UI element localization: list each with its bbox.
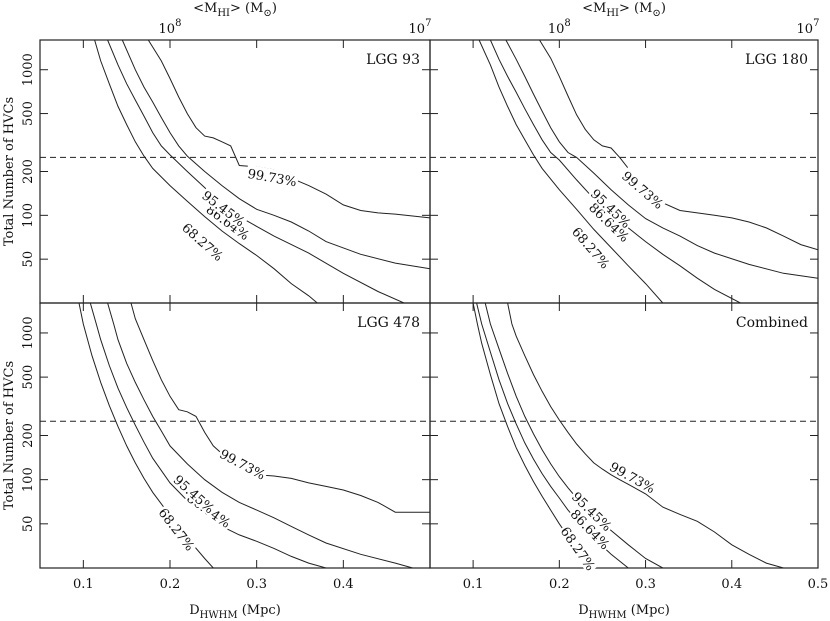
top-tick-label: 107 bbox=[797, 18, 820, 37]
contour-label-bg bbox=[245, 164, 300, 189]
top-tick-label: 107 bbox=[409, 18, 432, 37]
top-axis-label: <MHI> (M⊙) bbox=[193, 1, 277, 19]
contour-label-bg bbox=[587, 184, 636, 232]
contour-line-8664 bbox=[89, 303, 327, 568]
x-tick-label: 0.2 bbox=[549, 577, 570, 592]
panel-title: LGG 93 bbox=[366, 52, 420, 68]
contour-label-bg bbox=[567, 504, 615, 553]
y-axis-label: Total Number of HVCs bbox=[2, 361, 17, 510]
y-tick-label: 500 bbox=[21, 365, 36, 390]
top-tick-label: 108 bbox=[548, 18, 571, 37]
y-tick-label: 50 bbox=[21, 251, 36, 268]
y-tick-label: 100 bbox=[21, 203, 36, 228]
contour-label-bg bbox=[569, 222, 615, 272]
x-tick-label: 0.4 bbox=[333, 577, 354, 592]
contour-label-bg bbox=[585, 198, 634, 246]
contour-label: 99.73% bbox=[246, 167, 297, 190]
contour-label-bg bbox=[606, 457, 660, 496]
y-tick-label: 1000 bbox=[21, 53, 36, 86]
contour-label-bg bbox=[618, 166, 668, 212]
x-tick-label: 0.1 bbox=[73, 577, 94, 592]
top-tick-label: 108 bbox=[159, 18, 182, 37]
contour-label-bg bbox=[178, 218, 228, 265]
y-tick-label: 50 bbox=[21, 516, 36, 533]
contour-line-6827 bbox=[78, 303, 214, 568]
contour-line-6827 bbox=[472, 303, 595, 568]
contour-label-bg bbox=[568, 487, 617, 535]
panel-title: LGG 180 bbox=[745, 52, 808, 68]
y-tick-label: 200 bbox=[21, 423, 36, 448]
panel-frame bbox=[429, 39, 819, 304]
y-tick-label: 200 bbox=[21, 159, 36, 184]
contour-line-9973 bbox=[539, 40, 818, 251]
y-axis-label: Total Number of HVCs bbox=[2, 97, 17, 246]
panel-title: LGG 478 bbox=[357, 315, 420, 331]
contour-label-bg bbox=[216, 444, 270, 483]
contour-line-9545 bbox=[484, 303, 664, 568]
contour-line-9545 bbox=[121, 40, 430, 270]
top-axis-label: <MHI> (M⊙) bbox=[582, 1, 666, 19]
panel-frame bbox=[39, 39, 431, 304]
x-tick-label: 0.3 bbox=[635, 577, 656, 592]
y-tick-label: 500 bbox=[21, 101, 36, 126]
contour-label-bg bbox=[198, 186, 250, 230]
panel-title: Combined bbox=[736, 315, 808, 331]
contour-label: 99.73% bbox=[217, 447, 268, 484]
contour-label-bg bbox=[170, 470, 219, 517]
contour-label-bg bbox=[557, 522, 600, 574]
contour-line-9545 bbox=[505, 40, 818, 279]
contour-line-9545 bbox=[107, 303, 413, 568]
x-axis-label: DHWHM (Mpc) bbox=[578, 603, 670, 621]
contour-label: 95.45% bbox=[170, 473, 217, 517]
x-axis-label: DHWHM (Mpc) bbox=[189, 603, 281, 621]
y-tick-label: 100 bbox=[21, 467, 36, 492]
x-tick-label: 0.4 bbox=[721, 577, 742, 592]
contour-line-6827 bbox=[478, 40, 664, 303]
contour-label: 99.73% bbox=[618, 169, 665, 213]
contour-line-8664 bbox=[489, 40, 741, 303]
panel-frame bbox=[39, 302, 431, 569]
x-tick-label: 0.1 bbox=[463, 577, 484, 592]
contour-label: 68.27% bbox=[155, 506, 197, 554]
y-tick-label: 1000 bbox=[21, 316, 36, 349]
contour-label: 68.27% bbox=[568, 225, 612, 272]
contour-label-bg bbox=[155, 503, 200, 555]
x-tick-label: 0.2 bbox=[160, 577, 181, 592]
contour-line-6827 bbox=[94, 40, 318, 303]
contour-line-9973 bbox=[507, 303, 784, 568]
contour-label: 68.27% bbox=[178, 221, 225, 265]
x-tick-label: 0.3 bbox=[246, 577, 267, 592]
x-tick-label: 0.5 bbox=[808, 577, 829, 592]
contour-line-8664 bbox=[107, 40, 405, 303]
panel-frame bbox=[429, 302, 819, 569]
